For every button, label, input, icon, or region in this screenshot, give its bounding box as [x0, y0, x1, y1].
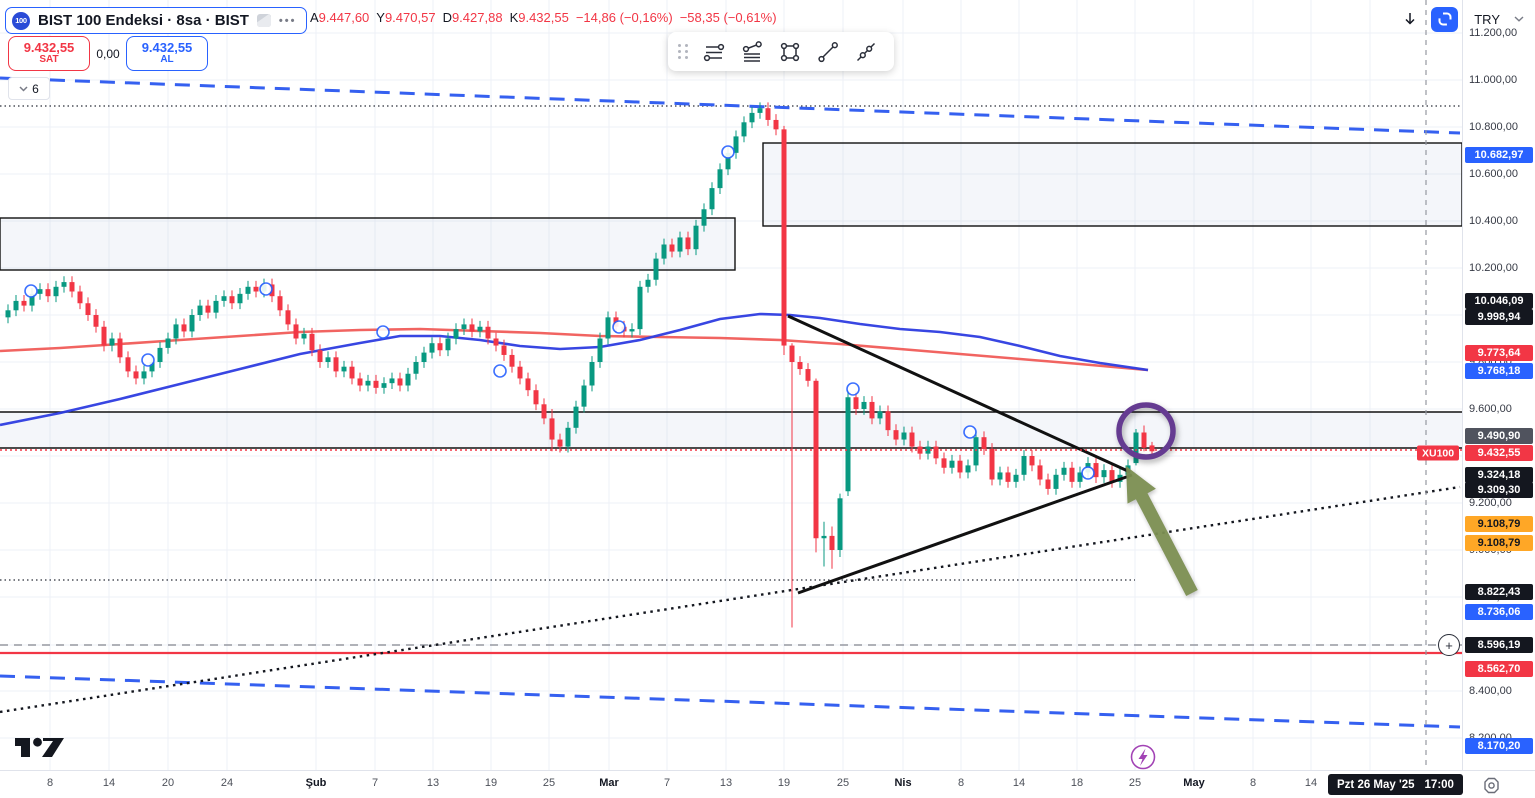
drag-handle-icon[interactable] [678, 44, 689, 59]
buy-button[interactable]: 9.432,55 AL [126, 36, 208, 71]
symbol-logo-icon: 100 [12, 11, 30, 30]
add-alert-plus-icon[interactable]: + [1438, 634, 1460, 656]
time-tick: 25 [1128, 777, 1142, 789]
price-badge: 10.046,09 [1465, 293, 1533, 309]
sell-label: SAT [39, 54, 59, 66]
symbol-title: BIST 100 Endeksi · 8sa · BIST [38, 12, 249, 29]
ohlc-legend: A9.447,60 Y9.470,57 D9.427,88 K9.432,55 −14,… [310, 10, 777, 25]
rectangle-tool-icon[interactable] [771, 35, 809, 69]
extended-line-tool-icon[interactable] [847, 35, 885, 69]
price-badge: 9.998,94 [1465, 309, 1533, 325]
indicators-collapse-button[interactable]: 6 [8, 77, 50, 100]
time-tick: 8 [46, 777, 54, 789]
chevron-down-icon [19, 85, 28, 92]
price-tick: 10.400,00 [1469, 215, 1518, 227]
price-tick: 10.200,00 [1469, 262, 1518, 274]
drawing-toolbar [668, 32, 894, 71]
price-axis[interactable]: 11.200,00 11.000,00 10.800,00 10.600,00 10.4… [1462, 0, 1535, 770]
candlestick-chart[interactable] [0, 0, 1462, 770]
last-bar-time-badge: Pzt 26 May '25 17:00 [1328, 774, 1463, 795]
time-tick: 8 [1249, 777, 1257, 789]
time-tick: 14 [1012, 777, 1026, 789]
time-tick: 13 [426, 777, 440, 789]
time-axis[interactable]: Pzt 26 May '25 17:00 8 14 20 24 Şub 7 13 19 25 Ma… [0, 770, 1535, 798]
price-tick: 11.000,00 [1469, 74, 1518, 86]
time-tick: 14 [102, 777, 116, 789]
time-tick: May [1183, 777, 1205, 789]
price-badge: 9.490,90 [1465, 428, 1533, 444]
price-badge: 9.108,79 [1465, 516, 1533, 532]
price-tick: 9.600,00 [1469, 403, 1512, 415]
indicator-count: 6 [32, 81, 39, 96]
price-tick: 10.800,00 [1469, 121, 1518, 133]
chevron-down-icon [1514, 16, 1524, 22]
trend-based-lines-tool-icon[interactable] [733, 35, 771, 69]
price-badge: 8.170,20 [1465, 738, 1533, 754]
quick-trade-panel-button[interactable] [1431, 6, 1459, 32]
buy-price: 9.432,55 [141, 40, 193, 56]
time-tick: 20 [161, 777, 175, 789]
trade-buttons: 9.432,55 SAT 0,00 9.432,55 AL [8, 36, 208, 71]
download-icon[interactable] [1397, 6, 1423, 32]
time-tick: 7 [371, 777, 379, 789]
time-tick: 18 [1070, 777, 1084, 789]
chart-type-icon[interactable] [256, 14, 271, 27]
price-badge: 9.773,64 [1465, 345, 1533, 361]
price-badge: 8.596,19 [1465, 637, 1533, 653]
price-badge: 8.562,70 [1465, 661, 1533, 677]
price-badge: 9.108,79 [1465, 535, 1533, 551]
time-tick: 7 [663, 777, 671, 789]
time-tick: 13 [719, 777, 733, 789]
time-tick: Mar [599, 777, 619, 789]
price-tick: 8.400,00 [1469, 685, 1512, 697]
last-bar-time: 17:00 [1424, 778, 1454, 791]
trend-line-tool-icon[interactable] [809, 35, 847, 69]
last-bar-date: Pzt 26 May '25 [1337, 778, 1415, 791]
price-badge: 8.736,06 [1465, 604, 1533, 620]
currency-value: TRY [1474, 11, 1500, 27]
time-tick: 19 [484, 777, 498, 789]
time-tick: Şub [305, 777, 327, 789]
time-tick: 19 [777, 777, 791, 789]
price-badge: 10.682,97 [1465, 147, 1533, 163]
time-tick: 25 [542, 777, 556, 789]
sell-button[interactable]: 9.432,55 SAT [8, 36, 90, 71]
buy-label: AL [160, 54, 174, 66]
time-tick: Nis [894, 777, 912, 789]
price-badge: 9.309,30 [1465, 482, 1533, 498]
horizontal-lines-tool-icon[interactable] [695, 35, 733, 69]
price-tick: 9.200,00 [1469, 497, 1512, 509]
spread-value: 0,00 [96, 46, 120, 61]
price-badge: 9.432,55 [1465, 445, 1533, 461]
price-badge: 9.324,18 [1465, 467, 1533, 483]
symbol-header[interactable]: 100 BIST 100 Endeksi · 8sa · BIST ••• [5, 7, 308, 34]
price-badge: 9.768,18 [1465, 363, 1533, 379]
time-tick: 25 [836, 777, 850, 789]
symbol-price-tag: XU100 [1417, 445, 1460, 461]
price-badge: 8.822,43 [1465, 584, 1533, 600]
tradingview-logo[interactable] [14, 736, 66, 765]
time-tick: 8 [957, 777, 965, 789]
topbar-right-controls: TRY [1397, 6, 1532, 32]
currency-selector[interactable]: TRY [1466, 6, 1532, 32]
more-options-icon[interactable]: ••• [278, 14, 297, 27]
axis-settings-icon[interactable] [1482, 776, 1501, 798]
price-tick: 11.200,00 [1469, 27, 1518, 39]
time-tick: 14 [1304, 777, 1318, 789]
price-tick: 10.600,00 [1469, 168, 1518, 180]
time-tick: 24 [220, 777, 234, 789]
sell-price: 9.432,55 [23, 40, 75, 56]
